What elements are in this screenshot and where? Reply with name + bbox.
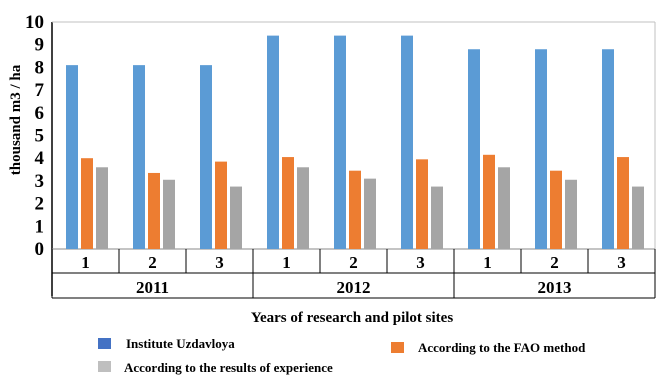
legend-marker-2 [391, 342, 404, 353]
bar-series-3 [163, 179, 175, 249]
y-tick-label: 5 [35, 126, 45, 147]
year-label: 2013 [538, 278, 572, 297]
bar-series-2 [282, 157, 294, 249]
year-label: 2012 [337, 278, 371, 297]
bar-series-3 [230, 186, 242, 249]
bar-series-2 [349, 170, 361, 249]
legend-marker-1 [98, 338, 111, 349]
y-tick-label: 2 [35, 194, 45, 215]
site-label: 2 [148, 253, 157, 272]
legend-label-3: According to the results of experience [124, 360, 333, 375]
y-tick-label: 7 [35, 80, 45, 101]
bar-series-1 [267, 35, 279, 250]
site-label: 1 [483, 253, 492, 272]
legend-label-2: According to the FAO method [418, 340, 586, 355]
site-label: 3 [215, 253, 224, 272]
y-tick-label: 1 [35, 216, 45, 237]
bar-series-3 [498, 167, 510, 249]
bars [66, 35, 644, 250]
bar-series-2 [617, 157, 629, 249]
bar-series-1 [401, 35, 413, 250]
bar-series-1 [602, 49, 614, 249]
bar-series-1 [468, 49, 480, 249]
x-axis-title: Years of research and pilot sites [251, 310, 454, 326]
year-label: 2011 [136, 278, 169, 297]
site-label: 1 [81, 253, 90, 272]
bar-series-3 [297, 167, 309, 249]
site-label: 2 [550, 253, 559, 272]
bar-series-2 [550, 170, 562, 249]
bar-series-2 [483, 154, 495, 249]
bar-series-3 [431, 186, 443, 249]
y-tick-label: 6 [35, 103, 45, 124]
y-tick-label: 0 [35, 239, 45, 260]
bar-series-2 [215, 161, 227, 249]
y-tick-label: 9 [35, 35, 45, 56]
bar-series-1 [535, 49, 547, 249]
y-tick-label: 8 [35, 57, 45, 78]
bar-series-1 [334, 35, 346, 250]
legend-marker-3 [98, 361, 111, 372]
y-tick-label: 10 [25, 12, 44, 33]
site-label: 2 [349, 253, 358, 272]
bar-series-2 [81, 158, 93, 249]
site-label: 1 [282, 253, 291, 272]
bar-series-1 [200, 65, 212, 249]
legend-label-1: Institute Uzdavloya [126, 336, 235, 351]
bar-series-3 [96, 167, 108, 249]
bar-series-1 [133, 65, 145, 249]
y-tick-label: 3 [35, 171, 45, 192]
bar-series-2 [148, 172, 160, 249]
site-label: 3 [617, 253, 626, 272]
y-axis-title: thousand m3 / ha [8, 64, 24, 175]
legend: Institute Uzdavloya According to the FAO … [98, 336, 586, 375]
site-label: 3 [416, 253, 425, 272]
y-tick-label: 4 [35, 148, 45, 169]
bar-series-3 [632, 186, 644, 249]
bar-series-2 [416, 159, 428, 249]
category-table: 1 2 3 1 2 3 1 2 3 2011 2012 2013 [51, 249, 656, 299]
bar-series-1 [66, 65, 78, 249]
bar-series-3 [565, 179, 577, 249]
bar-series-3 [364, 178, 376, 249]
